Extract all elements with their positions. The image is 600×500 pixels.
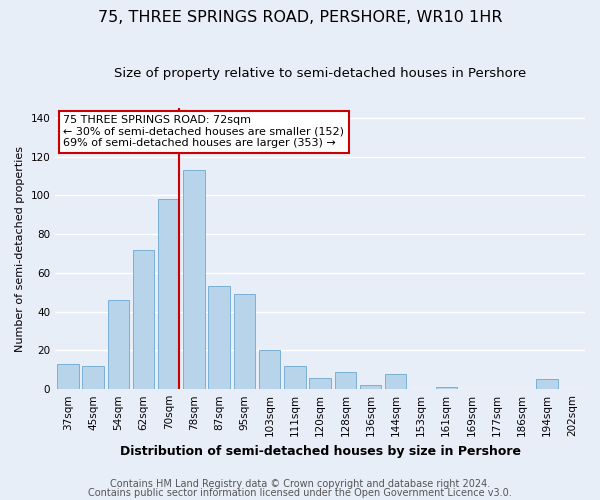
Bar (183, 170, 205, 389)
Bar (385, 374, 406, 389)
Bar (284, 366, 305, 389)
Text: Contains public sector information licensed under the Open Government Licence v3: Contains public sector information licen… (88, 488, 512, 498)
Text: 75, THREE SPRINGS ROAD, PERSHORE, WR10 1HR: 75, THREE SPRINGS ROAD, PERSHORE, WR10 1… (98, 10, 502, 25)
Bar (233, 294, 255, 389)
Bar (107, 300, 129, 389)
Bar (360, 386, 381, 389)
Title: Size of property relative to semi-detached houses in Pershore: Size of property relative to semi-detach… (114, 68, 526, 80)
Bar (57, 364, 79, 389)
X-axis label: Distribution of semi-detached houses by size in Pershore: Distribution of semi-detached houses by … (119, 444, 521, 458)
Bar (259, 350, 280, 389)
Bar (536, 380, 558, 389)
Text: Contains HM Land Registry data © Crown copyright and database right 2024.: Contains HM Land Registry data © Crown c… (110, 479, 490, 489)
Y-axis label: Number of semi-detached properties: Number of semi-detached properties (15, 146, 25, 352)
Text: 75 THREE SPRINGS ROAD: 72sqm
← 30% of semi-detached houses are smaller (152)
69%: 75 THREE SPRINGS ROAD: 72sqm ← 30% of se… (63, 115, 344, 148)
Bar (208, 286, 230, 389)
Bar (82, 366, 104, 389)
Bar (335, 372, 356, 389)
Bar (158, 199, 179, 389)
Bar (133, 250, 154, 389)
Bar (436, 387, 457, 389)
Bar (310, 378, 331, 389)
